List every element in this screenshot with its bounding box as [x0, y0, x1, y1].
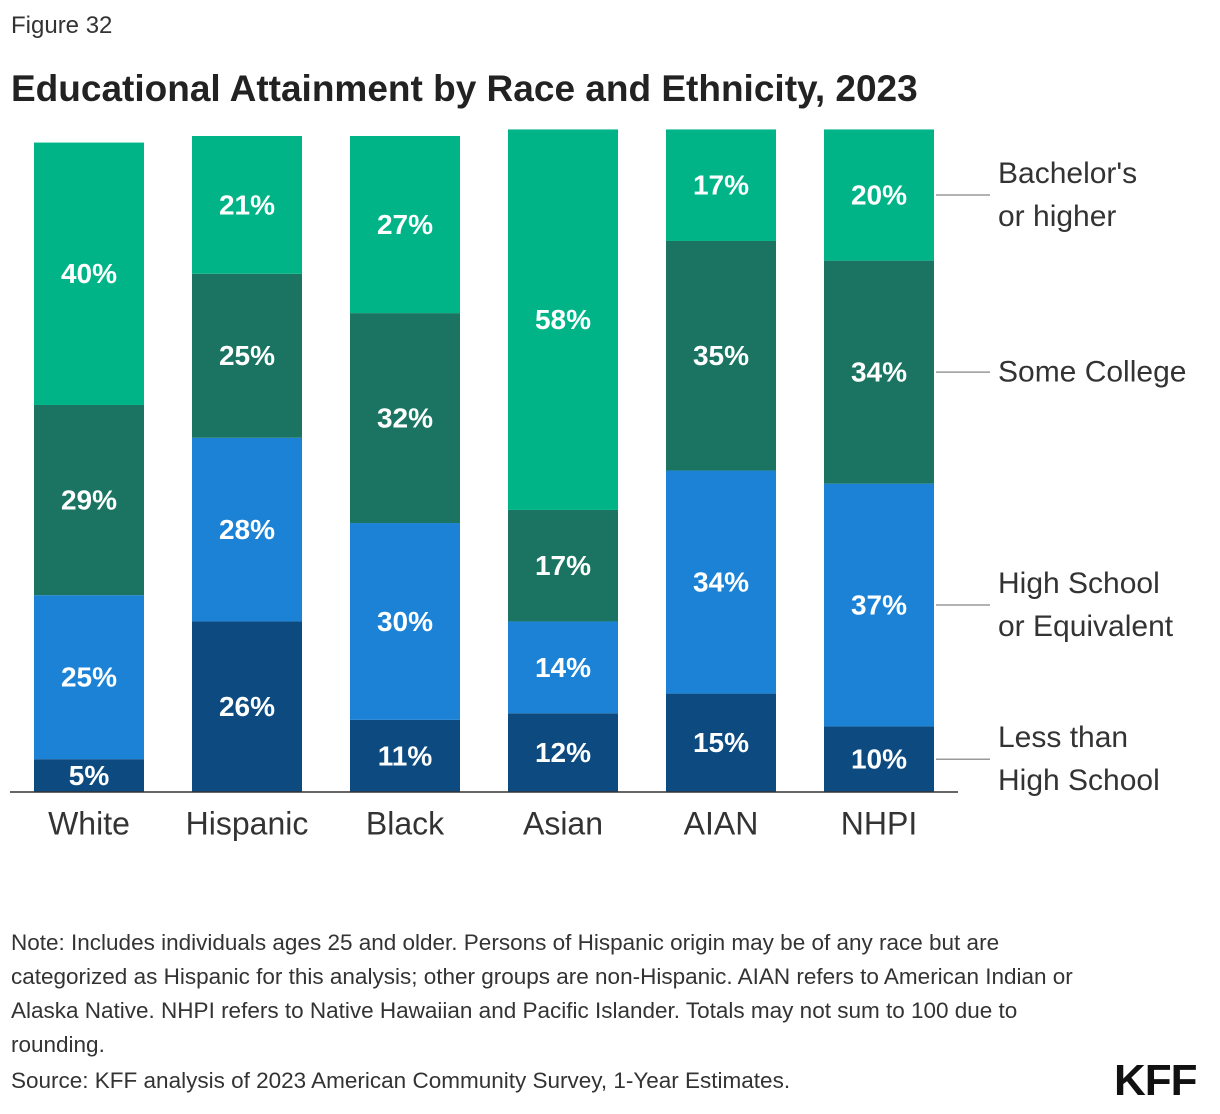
value-label: 14% [535, 652, 591, 683]
value-label: 20% [851, 179, 907, 210]
bar-segment [666, 129, 776, 241]
figure-label: Figure 32 [11, 12, 113, 39]
x-tick-label: White [48, 805, 130, 841]
x-tick-label: Asian [523, 805, 603, 841]
value-label: 30% [377, 606, 433, 637]
value-label: 25% [61, 662, 117, 693]
bar-segment [824, 726, 934, 792]
value-label: 34% [851, 357, 907, 388]
value-label: 58% [535, 304, 591, 335]
value-label: 37% [851, 589, 907, 620]
value-label: 29% [61, 484, 117, 515]
note: Note: Includes individuals ages 25 and o… [11, 930, 1073, 1057]
value-label: 25% [219, 340, 275, 371]
value-label: 35% [693, 340, 749, 371]
bar-segment [350, 719, 460, 792]
bar-segment [34, 759, 144, 792]
bar-segment [350, 313, 460, 524]
value-label: 10% [851, 744, 907, 775]
x-tick-label: AIAN [684, 805, 759, 841]
value-label: 34% [693, 566, 749, 597]
bar-segment [508, 129, 618, 510]
bar-segment [34, 404, 144, 596]
bar-segment [192, 273, 302, 438]
bar-segment [824, 483, 934, 727]
value-label: 12% [535, 737, 591, 768]
bar-segment [824, 260, 934, 484]
legend-label: High School or Equivalent [998, 567, 1174, 644]
source: Source: KFF analysis of 2023 American Co… [11, 1068, 791, 1093]
bar-segment [34, 595, 144, 760]
value-label: 5% [69, 760, 110, 791]
bar-segment [824, 129, 934, 261]
bar-segment [666, 240, 776, 471]
x-tick-label: Black [366, 805, 445, 841]
legend-label: Less than High School [998, 721, 1160, 798]
bar-segment [508, 621, 618, 714]
value-label: 26% [219, 691, 275, 722]
bar-segment [192, 437, 302, 622]
legend-label: Bachelor's or higher [998, 157, 1138, 234]
bar-segment [34, 142, 144, 405]
value-label: 11% [378, 740, 433, 771]
value-label: 17% [693, 170, 749, 201]
bar-segment [666, 693, 776, 792]
value-label: 17% [535, 550, 591, 581]
value-label: 40% [61, 258, 117, 289]
bar-segment [350, 523, 460, 720]
bar-segment [508, 509, 618, 622]
bar-segment [666, 470, 776, 694]
bar-segment [350, 136, 460, 314]
chart-title: Educational Attainment by Race and Ethni… [11, 68, 918, 109]
value-label: 15% [693, 727, 749, 758]
bar-segment [192, 136, 302, 274]
value-label: 27% [377, 209, 433, 240]
bar-segment [192, 621, 302, 792]
value-label: 28% [219, 514, 275, 545]
value-label: 21% [219, 189, 275, 220]
x-tick-label: NHPI [841, 805, 917, 841]
bar-segment [508, 713, 618, 792]
value-label: 32% [377, 402, 433, 433]
x-tick-label: Hispanic [186, 805, 309, 841]
logo: KFF [1114, 1056, 1198, 1105]
legend-label: Some College [998, 355, 1187, 389]
